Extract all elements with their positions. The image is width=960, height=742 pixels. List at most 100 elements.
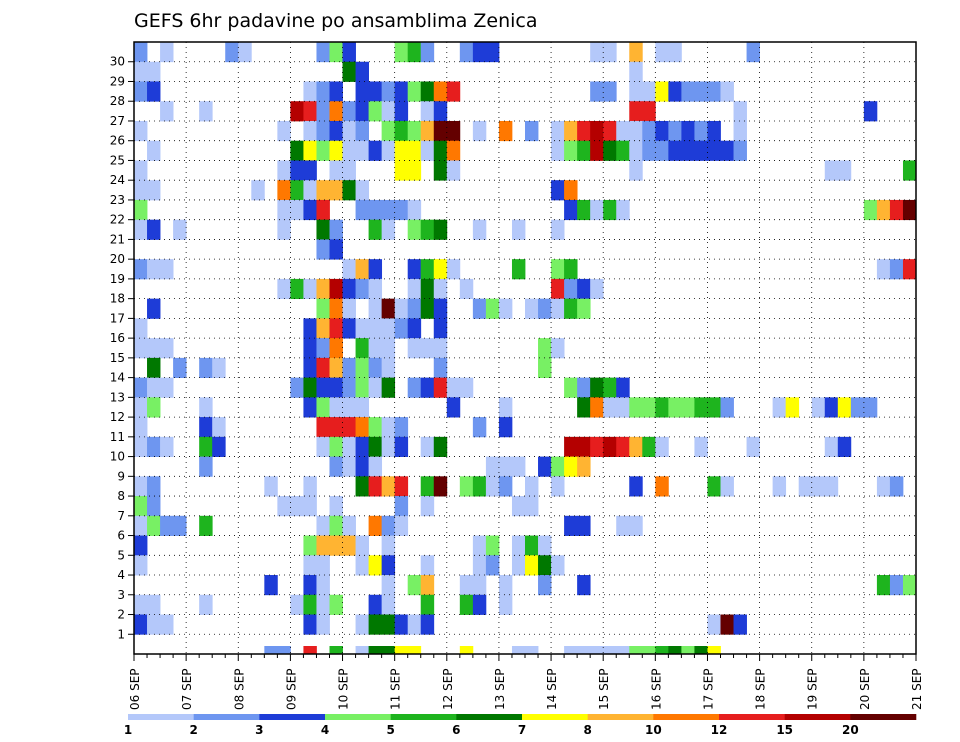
cell-member-7-step-29 xyxy=(511,496,526,517)
cell-member-28-step-18 xyxy=(368,81,383,102)
cell-member-bottom-step-43 xyxy=(694,646,708,655)
cell-member-8-step-28 xyxy=(498,476,513,497)
cell-member-22-step-59 xyxy=(902,199,917,221)
cell-member-19-step-22 xyxy=(420,259,435,280)
y-tick-label-20: 20 xyxy=(110,252,125,266)
cell-member-4-step-27 xyxy=(485,555,500,576)
cell-member-7-step-11 xyxy=(277,496,291,517)
cell-member-15-step-18 xyxy=(368,338,383,359)
cell-member-12-step-17 xyxy=(355,397,369,418)
cell-member-29-step-0 xyxy=(134,61,148,82)
cell-member-24-step-15 xyxy=(329,160,343,181)
cell-member-12-step-42 xyxy=(681,397,695,418)
cell-member-11-step-19 xyxy=(381,417,396,438)
cell-member-25-step-22 xyxy=(420,140,435,161)
cell-member-2-step-28 xyxy=(498,594,513,615)
cell-member-10-step-40 xyxy=(655,436,669,457)
y-tick-label-28: 28 xyxy=(110,94,125,108)
cell-member-27-step-18 xyxy=(368,101,383,122)
cell-member-11-step-28 xyxy=(498,417,513,438)
cell-member-7-step-0 xyxy=(134,496,148,517)
x-tick-label-7: 13 SEP xyxy=(493,668,507,710)
cell-member-26-step-30 xyxy=(525,120,539,142)
cell-member-21-step-18 xyxy=(368,219,383,240)
cell-member-24-step-54 xyxy=(837,160,852,181)
cell-member-13-step-24 xyxy=(446,377,461,398)
cell-member-5-step-29 xyxy=(511,535,526,556)
cell-member-bottom-step-36 xyxy=(603,646,617,655)
cell-member-bottom-step-33 xyxy=(564,646,578,655)
cell-member-25-step-36 xyxy=(603,140,617,161)
cell-member-26-step-34 xyxy=(577,120,591,142)
cell-member-27-step-15 xyxy=(329,101,343,122)
cell-member-6-step-34 xyxy=(577,515,591,536)
cell-member-13-step-21 xyxy=(407,377,422,398)
cell-member-15-step-15 xyxy=(329,338,343,359)
cell-member-2-step-26 xyxy=(472,594,487,615)
cell-member-1-step-19 xyxy=(381,614,396,635)
cell-member-26-step-39 xyxy=(642,120,656,142)
cell-member-18-step-23 xyxy=(433,278,448,300)
cell-member-19-step-23 xyxy=(433,259,448,280)
cell-member-25-step-32 xyxy=(551,140,565,161)
cell-member-26-step-46 xyxy=(733,120,747,142)
cell-member-4-step-26 xyxy=(472,555,487,576)
y-tick-label-15: 15 xyxy=(110,351,125,365)
cell-member-3-step-22 xyxy=(420,575,435,596)
cell-member-10-step-43 xyxy=(694,436,708,457)
cell-member-13-step-16 xyxy=(342,377,356,398)
cell-member-bottom-step-34 xyxy=(577,646,591,655)
cell-member-17-step-1 xyxy=(147,298,161,319)
y-tick-label-10: 10 xyxy=(110,450,125,464)
cell-member-27-step-38 xyxy=(629,101,643,122)
cell-member-bottom-step-37 xyxy=(616,646,630,655)
cell-member-10-step-5 xyxy=(199,436,213,457)
cell-member-12-step-55 xyxy=(850,397,865,418)
cell-member-8-step-17 xyxy=(355,476,369,497)
cell-member-25-step-45 xyxy=(720,140,734,161)
cell-member-3-step-13 xyxy=(303,575,317,596)
cell-member-14-step-18 xyxy=(368,357,383,379)
cell-member-22-step-14 xyxy=(316,199,330,221)
cell-member-8-step-27 xyxy=(485,476,500,497)
cell-member-25-step-18 xyxy=(368,140,383,161)
cell-member-30-step-27 xyxy=(485,42,500,63)
x-tick-label-14: 20 SEP xyxy=(858,668,872,710)
cell-member-24-step-23 xyxy=(433,160,448,181)
cell-member-10-step-36 xyxy=(603,436,617,457)
cell-member-28-step-22 xyxy=(420,81,435,102)
cell-member-12-step-56 xyxy=(863,397,878,418)
cell-member-25-step-20 xyxy=(394,140,409,161)
cell-member-7-step-13 xyxy=(303,496,317,517)
cell-member-8-step-30 xyxy=(525,476,539,497)
cell-member-7-step-15 xyxy=(329,496,343,517)
cell-member-bottom-step-13 xyxy=(303,646,317,655)
cell-member-21-step-26 xyxy=(472,219,487,240)
cell-member-18-step-22 xyxy=(420,278,435,300)
cell-member-5-step-17 xyxy=(355,535,369,556)
cell-member-30-step-7 xyxy=(225,42,239,63)
cell-member-17-step-33 xyxy=(564,298,578,319)
cell-member-12-step-49 xyxy=(772,397,787,418)
y-tick-label-9: 9 xyxy=(117,469,125,483)
cell-member-23-step-12 xyxy=(290,180,304,201)
x-tick-label-0: 06 SEP xyxy=(128,668,142,710)
cell-member-16-step-21 xyxy=(407,318,422,339)
cell-member-bottom-step-42 xyxy=(681,646,695,655)
cell-member-1-step-22 xyxy=(420,614,435,635)
cell-member-2-step-18 xyxy=(368,594,383,615)
cell-member-27-step-23 xyxy=(433,101,448,122)
cell-member-12-step-50 xyxy=(785,397,800,418)
y-tick-label-7: 7 xyxy=(117,509,125,523)
cell-member-28-step-21 xyxy=(407,81,422,102)
cell-member-27-step-46 xyxy=(733,101,747,122)
cell-member-18-step-25 xyxy=(459,278,474,300)
cell-member-25-step-1 xyxy=(147,140,161,161)
cell-member-26-step-11 xyxy=(277,120,291,142)
cell-member-30-step-8 xyxy=(238,42,252,63)
cell-member-25-step-42 xyxy=(681,140,695,161)
cell-member-9-step-29 xyxy=(511,456,526,477)
cell-member-30-step-16 xyxy=(342,42,356,63)
cell-member-2-step-25 xyxy=(459,594,474,615)
x-tick-label-15: 21 SEP xyxy=(910,668,924,710)
